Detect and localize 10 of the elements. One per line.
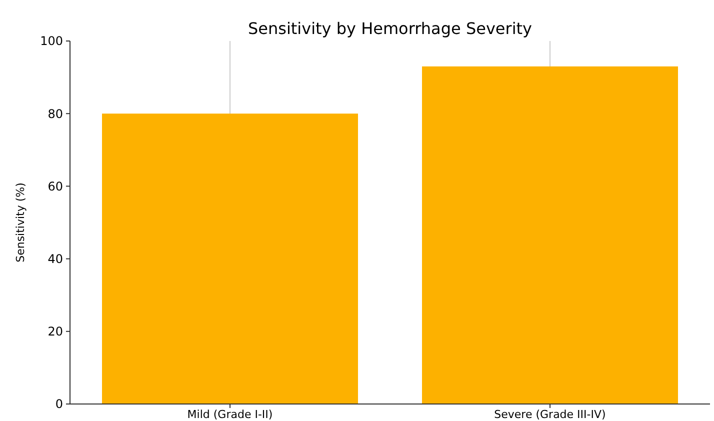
y-axis-title: Sensitivity (%) [14,182,27,262]
x-tick-label: Severe (Grade III-IV) [494,408,606,421]
y-tick-label: 60 [48,179,63,194]
x-tick-label: Mild (Grade I-II) [187,408,273,421]
y-tick-label: 20 [48,324,63,339]
chart-title: Sensitivity by Hemorrhage Severity [248,19,532,38]
y-tick-label: 80 [48,106,63,121]
y-tick-label: 40 [48,252,63,266]
y-tick-label: 0 [55,397,63,412]
y-tick-label: 100 [40,34,63,48]
